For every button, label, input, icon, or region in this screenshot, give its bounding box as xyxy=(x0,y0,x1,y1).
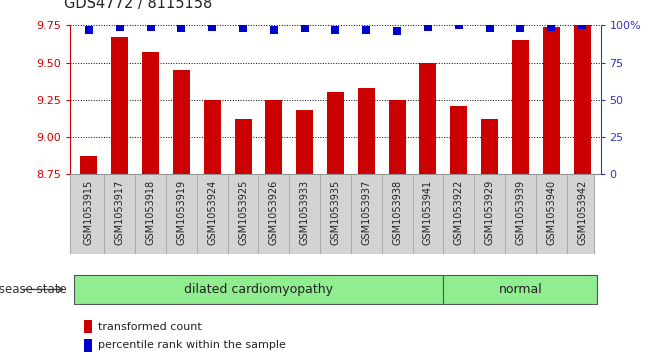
Text: GSM1053918: GSM1053918 xyxy=(146,180,156,245)
Text: GSM1053929: GSM1053929 xyxy=(484,180,495,245)
Bar xyxy=(481,119,498,174)
Text: GSM1053942: GSM1053942 xyxy=(577,180,587,245)
Text: GSM1053941: GSM1053941 xyxy=(423,180,433,245)
Bar xyxy=(111,37,128,174)
Bar xyxy=(81,156,97,174)
Text: GSM1053938: GSM1053938 xyxy=(392,180,402,245)
Text: GSM1053919: GSM1053919 xyxy=(176,180,187,245)
Text: GSM1053940: GSM1053940 xyxy=(546,180,556,245)
Text: percentile rank within the sample: percentile rank within the sample xyxy=(98,340,286,350)
Bar xyxy=(389,100,405,174)
Point xyxy=(576,23,587,28)
Bar xyxy=(173,70,190,174)
Point xyxy=(330,27,341,33)
Text: normal: normal xyxy=(499,283,542,296)
Bar xyxy=(450,106,467,174)
Text: GDS4772 / 8115158: GDS4772 / 8115158 xyxy=(64,0,212,11)
Point xyxy=(114,24,125,30)
Bar xyxy=(74,275,444,304)
Bar xyxy=(142,52,159,174)
Point xyxy=(84,27,95,33)
Bar xyxy=(266,100,282,174)
Text: GSM1053925: GSM1053925 xyxy=(238,180,248,245)
Point xyxy=(176,25,187,31)
Text: GSM1053939: GSM1053939 xyxy=(515,180,525,245)
Text: GSM1053915: GSM1053915 xyxy=(84,180,94,245)
Text: GSM1053937: GSM1053937 xyxy=(361,180,371,245)
Point xyxy=(515,25,526,31)
Bar xyxy=(574,25,590,174)
Point xyxy=(454,23,464,28)
Point xyxy=(392,28,403,34)
Point xyxy=(207,24,217,30)
Text: transformed count: transformed count xyxy=(98,322,202,331)
Text: GSM1053922: GSM1053922 xyxy=(454,180,464,245)
Text: GSM1053924: GSM1053924 xyxy=(207,180,217,245)
Point xyxy=(238,25,248,31)
Text: GSM1053926: GSM1053926 xyxy=(269,180,279,245)
Point xyxy=(361,27,372,33)
Bar xyxy=(296,110,313,174)
Point xyxy=(423,24,433,30)
Point xyxy=(268,27,279,33)
Bar xyxy=(84,320,92,333)
Point xyxy=(145,24,156,30)
Bar xyxy=(358,88,375,174)
Text: GSM1053917: GSM1053917 xyxy=(115,180,125,245)
Bar xyxy=(419,62,436,174)
Text: dilated cardiomyopathy: dilated cardiomyopathy xyxy=(184,283,333,296)
Bar xyxy=(543,27,560,174)
Point xyxy=(299,25,310,31)
Text: GSM1053933: GSM1053933 xyxy=(300,180,310,245)
Text: GSM1053935: GSM1053935 xyxy=(331,180,340,245)
Point xyxy=(484,25,495,31)
Bar xyxy=(235,119,252,174)
Text: disease state: disease state xyxy=(0,283,67,296)
Bar xyxy=(444,275,597,304)
Bar xyxy=(204,100,221,174)
Bar xyxy=(84,339,92,352)
Bar xyxy=(512,40,529,174)
Point xyxy=(546,24,557,30)
Bar xyxy=(327,92,344,174)
